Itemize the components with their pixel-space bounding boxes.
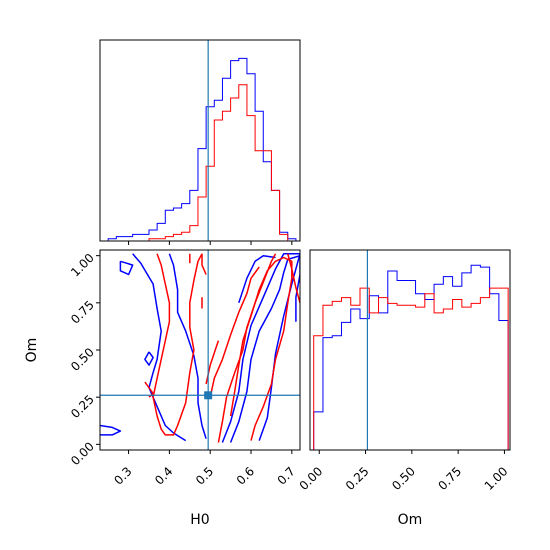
blue-contour (221, 253, 300, 443)
joint-panel: 0.3 0.4 0.5 0.6 0.7 0.00 0.25 0.50 0.75 1.00 H0 O… (24, 249, 301, 528)
h0-histogram-series (100, 57, 300, 242)
blue-contour (132, 253, 187, 442)
blue-contour (100, 424, 122, 436)
om-histogram-ticks: 0.00 0.25 0.50 0.75 1.00 (297, 450, 511, 493)
red-contour (209, 266, 260, 398)
h0-histogram-ticks (128, 241, 293, 245)
om-histogram-series (313, 264, 509, 450)
joint-ytick-label: 0.00 (68, 439, 97, 468)
joint-ticks: 0.3 0.4 0.5 0.6 0.7 0.00 0.25 0.50 0.75 1.00 (68, 251, 298, 488)
red-contour (229, 256, 293, 441)
red-contour (217, 253, 277, 443)
joint-xtick-label: 0.6 (234, 464, 257, 487)
y-axis-label-om: Om (24, 338, 40, 363)
red-contour (287, 253, 300, 303)
h0-histogram-frame (99, 39, 301, 242)
blue-contour (229, 254, 300, 443)
joint-truth-lines (100, 250, 300, 450)
joint-xtick-label: 0.5 (193, 464, 216, 487)
joint-ytick-label: 0.25 (68, 392, 97, 421)
joint-ytick-label: 1.00 (68, 251, 97, 280)
red-om-histogram (313, 287, 509, 450)
om-histogram-panel: 0.00 0.25 0.50 0.75 1.00 Om (297, 249, 511, 528)
blue-contour (119, 260, 134, 276)
om-histogram-xtick-label: 0.75 (435, 464, 464, 493)
truth-marker (204, 391, 213, 400)
joint-contours (100, 253, 300, 443)
red-contour (205, 340, 220, 385)
blue-contour (144, 351, 154, 366)
om-histogram-xtick-label: 0.00 (297, 464, 326, 493)
joint-frame (99, 249, 301, 451)
om-histogram-xtick-label: 1.00 (482, 464, 511, 493)
red-contour (152, 253, 203, 436)
joint-xtick-label: 0.4 (152, 464, 175, 487)
joint-xtick-label: 0.3 (111, 464, 134, 487)
x-axis-label-h0: H0 (190, 512, 209, 528)
blue-contour (238, 254, 276, 304)
blue-contour (168, 253, 207, 439)
om-histogram-xtick-label: 0.25 (343, 464, 372, 493)
om-histogram-frame (309, 249, 511, 451)
joint-ytick-label: 0.75 (68, 298, 97, 327)
joint-ytick-label: 0.50 (68, 345, 97, 374)
x-axis-label-om: Om (398, 512, 423, 528)
joint-xtick-label: 0.7 (275, 464, 298, 487)
h0-histogram-background (100, 40, 300, 241)
red-h0-histogram (100, 84, 300, 242)
om-histogram-xtick-label: 0.50 (389, 464, 418, 493)
h0-histogram-panel (99, 39, 301, 245)
red-contour (201, 253, 207, 275)
blue-om-histogram (313, 264, 509, 450)
